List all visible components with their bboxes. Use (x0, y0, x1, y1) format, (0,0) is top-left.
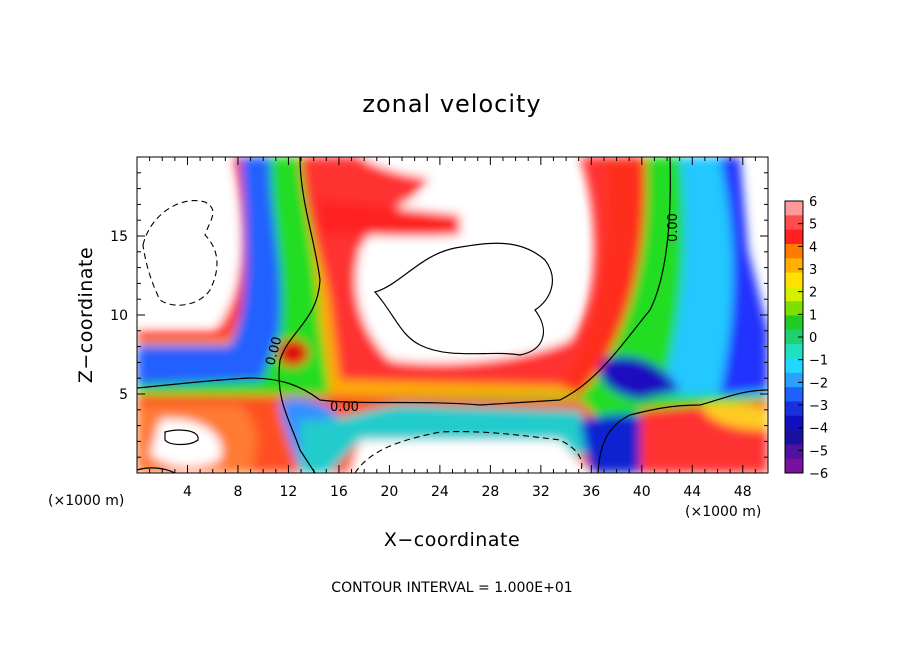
colorbar-swatch (785, 315, 803, 331)
colorbar-tick-label: 0 (809, 331, 817, 346)
x-unit-left: (×1000 m) (48, 493, 124, 509)
colorbar-tick-label: 4 (809, 240, 817, 255)
colorbar-tick-label: −4 (809, 422, 828, 437)
colorbar-swatch (785, 201, 803, 216)
colorbar-swatch (785, 458, 803, 474)
colorbar-tick-label: 6 (809, 195, 817, 210)
contour-lines (137, 157, 768, 473)
colorbar-swatch (785, 372, 803, 388)
x-tick-label: 36 (582, 484, 600, 500)
x-tick-label: 20 (380, 484, 398, 500)
colorbar-swatch (785, 444, 803, 460)
chart-title: zonal velocity (362, 90, 541, 118)
x-tick-label: 16 (330, 484, 348, 500)
y-axis-label: Z−coordinate (75, 247, 97, 383)
contour-interval-note: CONTOUR INTERVAL = 1.000E+01 (331, 580, 572, 596)
x-axis-label: X−coordinate (384, 529, 520, 551)
colorbar-swatch (785, 272, 803, 288)
x-unit-right: (×1000 m) (685, 504, 761, 520)
colorbar-tick-label: 5 (809, 218, 817, 233)
colorbar-swatch (785, 229, 803, 245)
colorbar-swatch (785, 258, 803, 274)
colorbar-swatch (785, 415, 803, 431)
x-tick-label: 44 (683, 484, 701, 500)
colorbar-tick-label: −5 (809, 444, 828, 459)
colorbar-swatch (785, 215, 803, 231)
colorbar-swatch (785, 329, 803, 345)
colorbar-swatch (785, 401, 803, 417)
colorbar-swatch (785, 358, 803, 374)
velocity-field (137, 157, 768, 473)
y-tick-label: 10 (110, 308, 128, 324)
colorbar-swatch (785, 387, 803, 402)
x-axis: 4 8 12 16 20 24 28 32 36 40 44 48 (136, 157, 769, 500)
colorbar-tick-label: 1 (809, 308, 817, 323)
colorbar-tick-label: −3 (809, 399, 828, 414)
contour-label-group: 0.00 0.00 0.00 (263, 213, 681, 415)
x-tick-label: 4 (183, 484, 192, 500)
x-tick-label: 32 (532, 484, 550, 500)
negative-contours (142, 200, 583, 473)
plot-area: 0.00 0.00 0.00 (136, 156, 769, 474)
contour-label: 0.00 (263, 335, 285, 367)
x-tick-label: 48 (734, 484, 752, 500)
colorbar-swatch (785, 344, 803, 359)
contour-label: 0.00 (666, 213, 681, 242)
colorbar-swatch (785, 286, 803, 302)
colorbar-swatch (785, 430, 803, 445)
colorbar-swatch (785, 301, 803, 317)
colorbar-tick-label: 3 (809, 263, 817, 278)
x-tick-label: 8 (233, 484, 242, 500)
contour-label: 0.00 (330, 400, 359, 415)
x-tick-label: 40 (633, 484, 651, 500)
colorbar-tick-label: −6 (809, 467, 828, 482)
x-tick-label: 12 (280, 484, 298, 500)
y-tick-label: 15 (110, 229, 128, 245)
colorbar-tick-label: −2 (809, 376, 828, 391)
x-tick-label: 28 (481, 484, 499, 500)
colorbar-swatch (785, 243, 803, 259)
x-tick-label: 24 (431, 484, 449, 500)
colorbar-tick-label: 2 (809, 286, 817, 301)
colorbar-tick-label: −1 (809, 354, 828, 369)
y-tick-label: 5 (119, 387, 128, 403)
colorbar: 6 5 4 3 2 1 0 −1 −2 −3 −4 −5 −6 (784, 195, 828, 482)
y-axis: 5 10 15 (110, 156, 768, 474)
